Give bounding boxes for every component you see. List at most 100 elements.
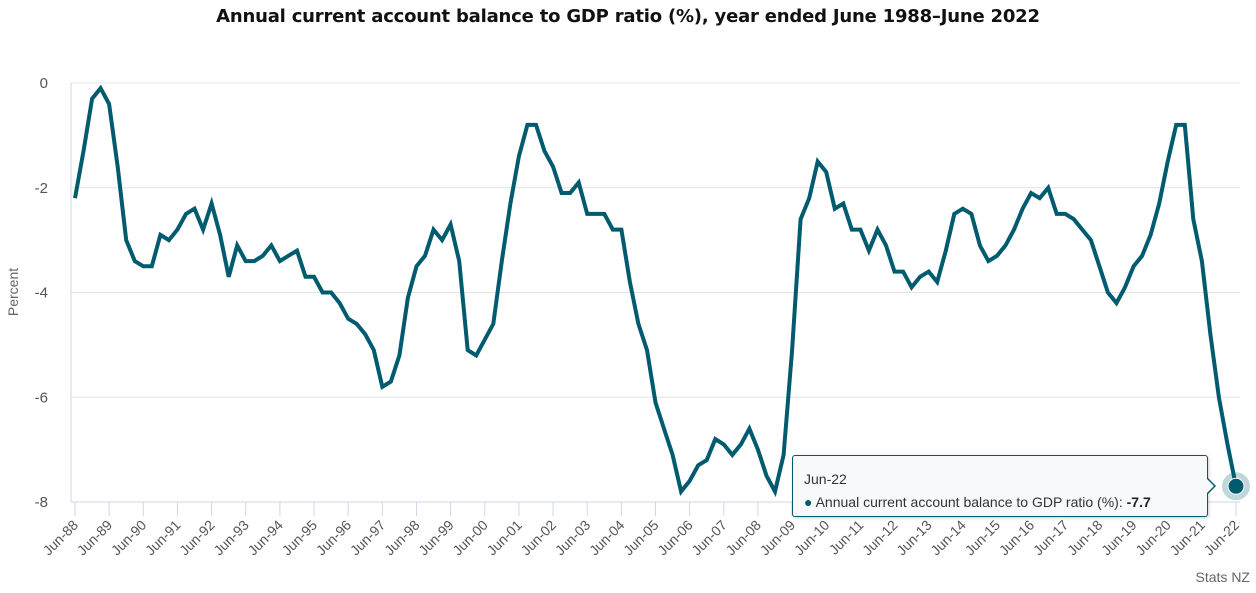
x-tick-label: Jun-11 bbox=[826, 517, 867, 558]
data-point bbox=[577, 181, 581, 185]
x-tick-label: Jun-99 bbox=[415, 517, 457, 559]
data-point bbox=[1029, 191, 1033, 195]
data-point bbox=[414, 264, 418, 268]
y-axis-title: Percent bbox=[5, 268, 21, 316]
data-point bbox=[1132, 264, 1136, 268]
data-point bbox=[227, 275, 231, 279]
data-point bbox=[799, 217, 803, 221]
x-tick-label: Jun-07 bbox=[688, 517, 730, 559]
data-point bbox=[525, 123, 529, 127]
data-point bbox=[1072, 217, 1076, 221]
data-point bbox=[841, 201, 845, 205]
y-tick-label: -2 bbox=[35, 180, 48, 197]
y-tick-label: 0 bbox=[40, 75, 48, 92]
data-point bbox=[90, 97, 94, 101]
data-point bbox=[295, 249, 299, 253]
data-point bbox=[824, 170, 828, 174]
data-point bbox=[1089, 238, 1093, 242]
data-point bbox=[235, 243, 239, 247]
data-point bbox=[893, 270, 897, 274]
data-point bbox=[654, 400, 658, 404]
data-point bbox=[747, 427, 751, 431]
x-tick-label: Jun-05 bbox=[620, 517, 662, 559]
x-tick-label: Jun-19 bbox=[1098, 517, 1140, 559]
data-point bbox=[406, 296, 410, 300]
data-point bbox=[1080, 228, 1084, 232]
x-tick-label: Jun-89 bbox=[74, 517, 116, 559]
x-tick-label: Jun-13 bbox=[893, 517, 935, 559]
data-point bbox=[764, 474, 768, 478]
y-tick-label: -6 bbox=[35, 389, 48, 406]
series-group bbox=[73, 84, 1238, 498]
data-point bbox=[662, 427, 666, 431]
x-tick-label: Jun-88 bbox=[40, 517, 82, 559]
x-tick-label: Jun-98 bbox=[381, 517, 423, 559]
y-axis-labels: 0 -2 -4 -6 -8 bbox=[35, 75, 48, 511]
x-tick-label: Jun-21 bbox=[1166, 517, 1208, 559]
data-point bbox=[1046, 186, 1050, 190]
x-tick-label: Jun-15 bbox=[962, 517, 1004, 559]
data-point bbox=[1021, 207, 1025, 211]
data-point bbox=[807, 196, 811, 200]
data-point bbox=[952, 212, 956, 216]
data-point bbox=[432, 228, 436, 232]
data-point bbox=[321, 291, 325, 295]
data-point bbox=[636, 322, 640, 326]
tooltip-value: -7.7 bbox=[1126, 494, 1151, 510]
data-point bbox=[696, 463, 700, 467]
data-point bbox=[773, 490, 777, 494]
data-point bbox=[551, 165, 555, 169]
data-point bbox=[372, 348, 376, 352]
data-point bbox=[782, 453, 786, 457]
data-point bbox=[1004, 243, 1008, 247]
data-point bbox=[910, 285, 914, 289]
y-tick-label: -8 bbox=[35, 494, 48, 511]
data-point bbox=[286, 254, 290, 258]
data-point bbox=[790, 348, 794, 352]
data-point bbox=[628, 280, 632, 284]
data-point bbox=[380, 385, 384, 389]
data-point bbox=[927, 270, 931, 274]
data-point bbox=[355, 322, 359, 326]
data-point bbox=[82, 149, 86, 153]
data-point bbox=[261, 254, 265, 258]
data-point bbox=[756, 448, 760, 452]
data-point bbox=[585, 212, 589, 216]
data-point bbox=[517, 154, 521, 158]
tooltip-series-name: Annual current account balance to GDP ra… bbox=[815, 494, 1119, 510]
data-point bbox=[1097, 264, 1101, 268]
data-point bbox=[986, 259, 990, 263]
data-point bbox=[116, 165, 120, 169]
hover-point bbox=[1227, 477, 1245, 495]
data-point bbox=[594, 212, 598, 216]
data-point bbox=[1200, 259, 1204, 263]
data-point bbox=[730, 453, 734, 457]
x-tick-label: Jun-04 bbox=[586, 517, 628, 559]
data-point bbox=[1149, 233, 1153, 237]
data-point bbox=[722, 442, 726, 446]
data-point bbox=[466, 348, 470, 352]
data-point bbox=[483, 338, 487, 342]
y-tick-label: -4 bbox=[35, 285, 48, 302]
data-point bbox=[543, 149, 547, 153]
data-point bbox=[1063, 212, 1067, 216]
data-point bbox=[107, 102, 111, 106]
data-point bbox=[1183, 123, 1187, 127]
data-point bbox=[158, 233, 162, 237]
data-point bbox=[193, 207, 197, 211]
data-point bbox=[167, 238, 171, 242]
data-point bbox=[457, 259, 461, 263]
tooltip-series-dot-icon: ● bbox=[804, 494, 813, 510]
x-tick-label: Jun-02 bbox=[518, 517, 560, 559]
gridlines bbox=[71, 82, 1240, 398]
source-credit[interactable]: Stats NZ bbox=[1195, 569, 1250, 585]
data-point bbox=[175, 228, 179, 232]
tooltip-row: ● Annual current account balance to GDP … bbox=[804, 494, 1151, 510]
data-point bbox=[560, 191, 564, 195]
data-point bbox=[619, 228, 623, 232]
data-point bbox=[474, 353, 478, 357]
data-point bbox=[816, 160, 820, 164]
data-point bbox=[278, 259, 282, 263]
tooltip-arrow-inner bbox=[1206, 478, 1214, 494]
